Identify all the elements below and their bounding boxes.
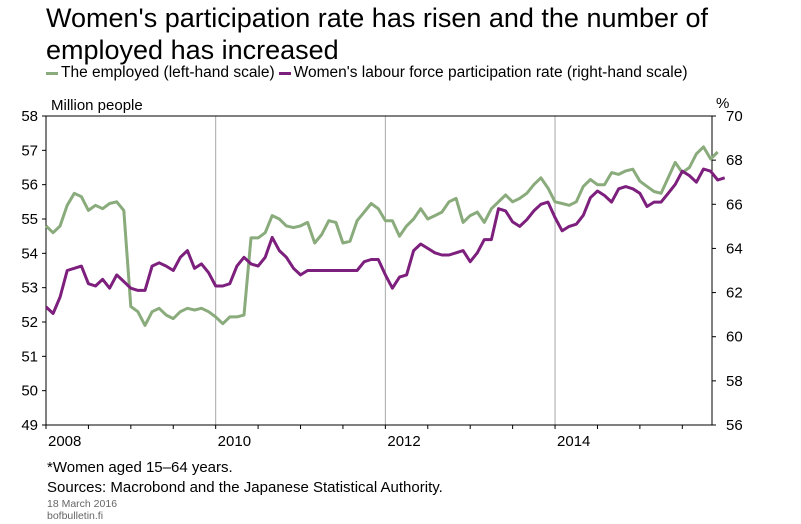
left-tick-label: 50 <box>21 383 38 400</box>
left-tick-label: 51 <box>21 348 38 365</box>
site-name: bofbulletin.fi <box>47 510 104 522</box>
legend-entry-employed: The employed (left-hand scale) <box>46 64 275 82</box>
right-tick-label: 56 <box>726 417 743 434</box>
legend-label-employed: The employed (left-hand scale) <box>61 64 275 81</box>
left-axis-unit: Million people <box>51 97 143 114</box>
left-tick-label: 53 <box>21 280 38 297</box>
sources-note: Sources: Macrobond and the Japanese Stat… <box>47 479 443 496</box>
x-tick-label: 2010 <box>218 433 251 450</box>
right-tick-label: 68 <box>726 152 743 169</box>
legend-entry-participation: Women's labour force participation rate … <box>278 64 688 82</box>
right-tick-label: 60 <box>726 329 743 346</box>
right-axis-unit: % <box>716 95 729 112</box>
left-tick-label: 56 <box>21 177 38 194</box>
right-tick-label: 70 <box>726 108 743 125</box>
left-tick-label: 57 <box>21 142 38 159</box>
right-tick-label: 58 <box>726 373 743 390</box>
chart-title: Women's participation rate has risen and… <box>46 3 709 65</box>
series-employed <box>44 145 719 327</box>
x-tick-label: 2012 <box>387 433 420 450</box>
x-tick-label: 2014 <box>557 433 590 450</box>
legend-swatch-participation <box>278 71 291 75</box>
series-participation <box>44 167 726 315</box>
chart-legend: The employed (left-hand scale) Women's l… <box>46 64 691 82</box>
publication-date: 18 March 2016 <box>47 498 118 510</box>
legend-label-participation: Women's labour force participation rate … <box>293 64 688 81</box>
plot-frame <box>45 115 713 426</box>
x-tick-label: 2008 <box>48 433 81 450</box>
footnote: *Women aged 15–64 years. <box>47 459 233 476</box>
right-tick-label: 64 <box>726 240 743 257</box>
right-tick-label: 66 <box>726 196 743 213</box>
left-tick-label: 49 <box>21 417 38 434</box>
legend-swatch-employed <box>46 71 58 75</box>
left-tick-label: 55 <box>21 211 38 228</box>
left-tick-label: 54 <box>21 245 38 262</box>
left-tick-label: 58 <box>21 108 38 125</box>
left-tick-label: 52 <box>21 314 38 331</box>
right-tick-label: 62 <box>726 285 743 302</box>
